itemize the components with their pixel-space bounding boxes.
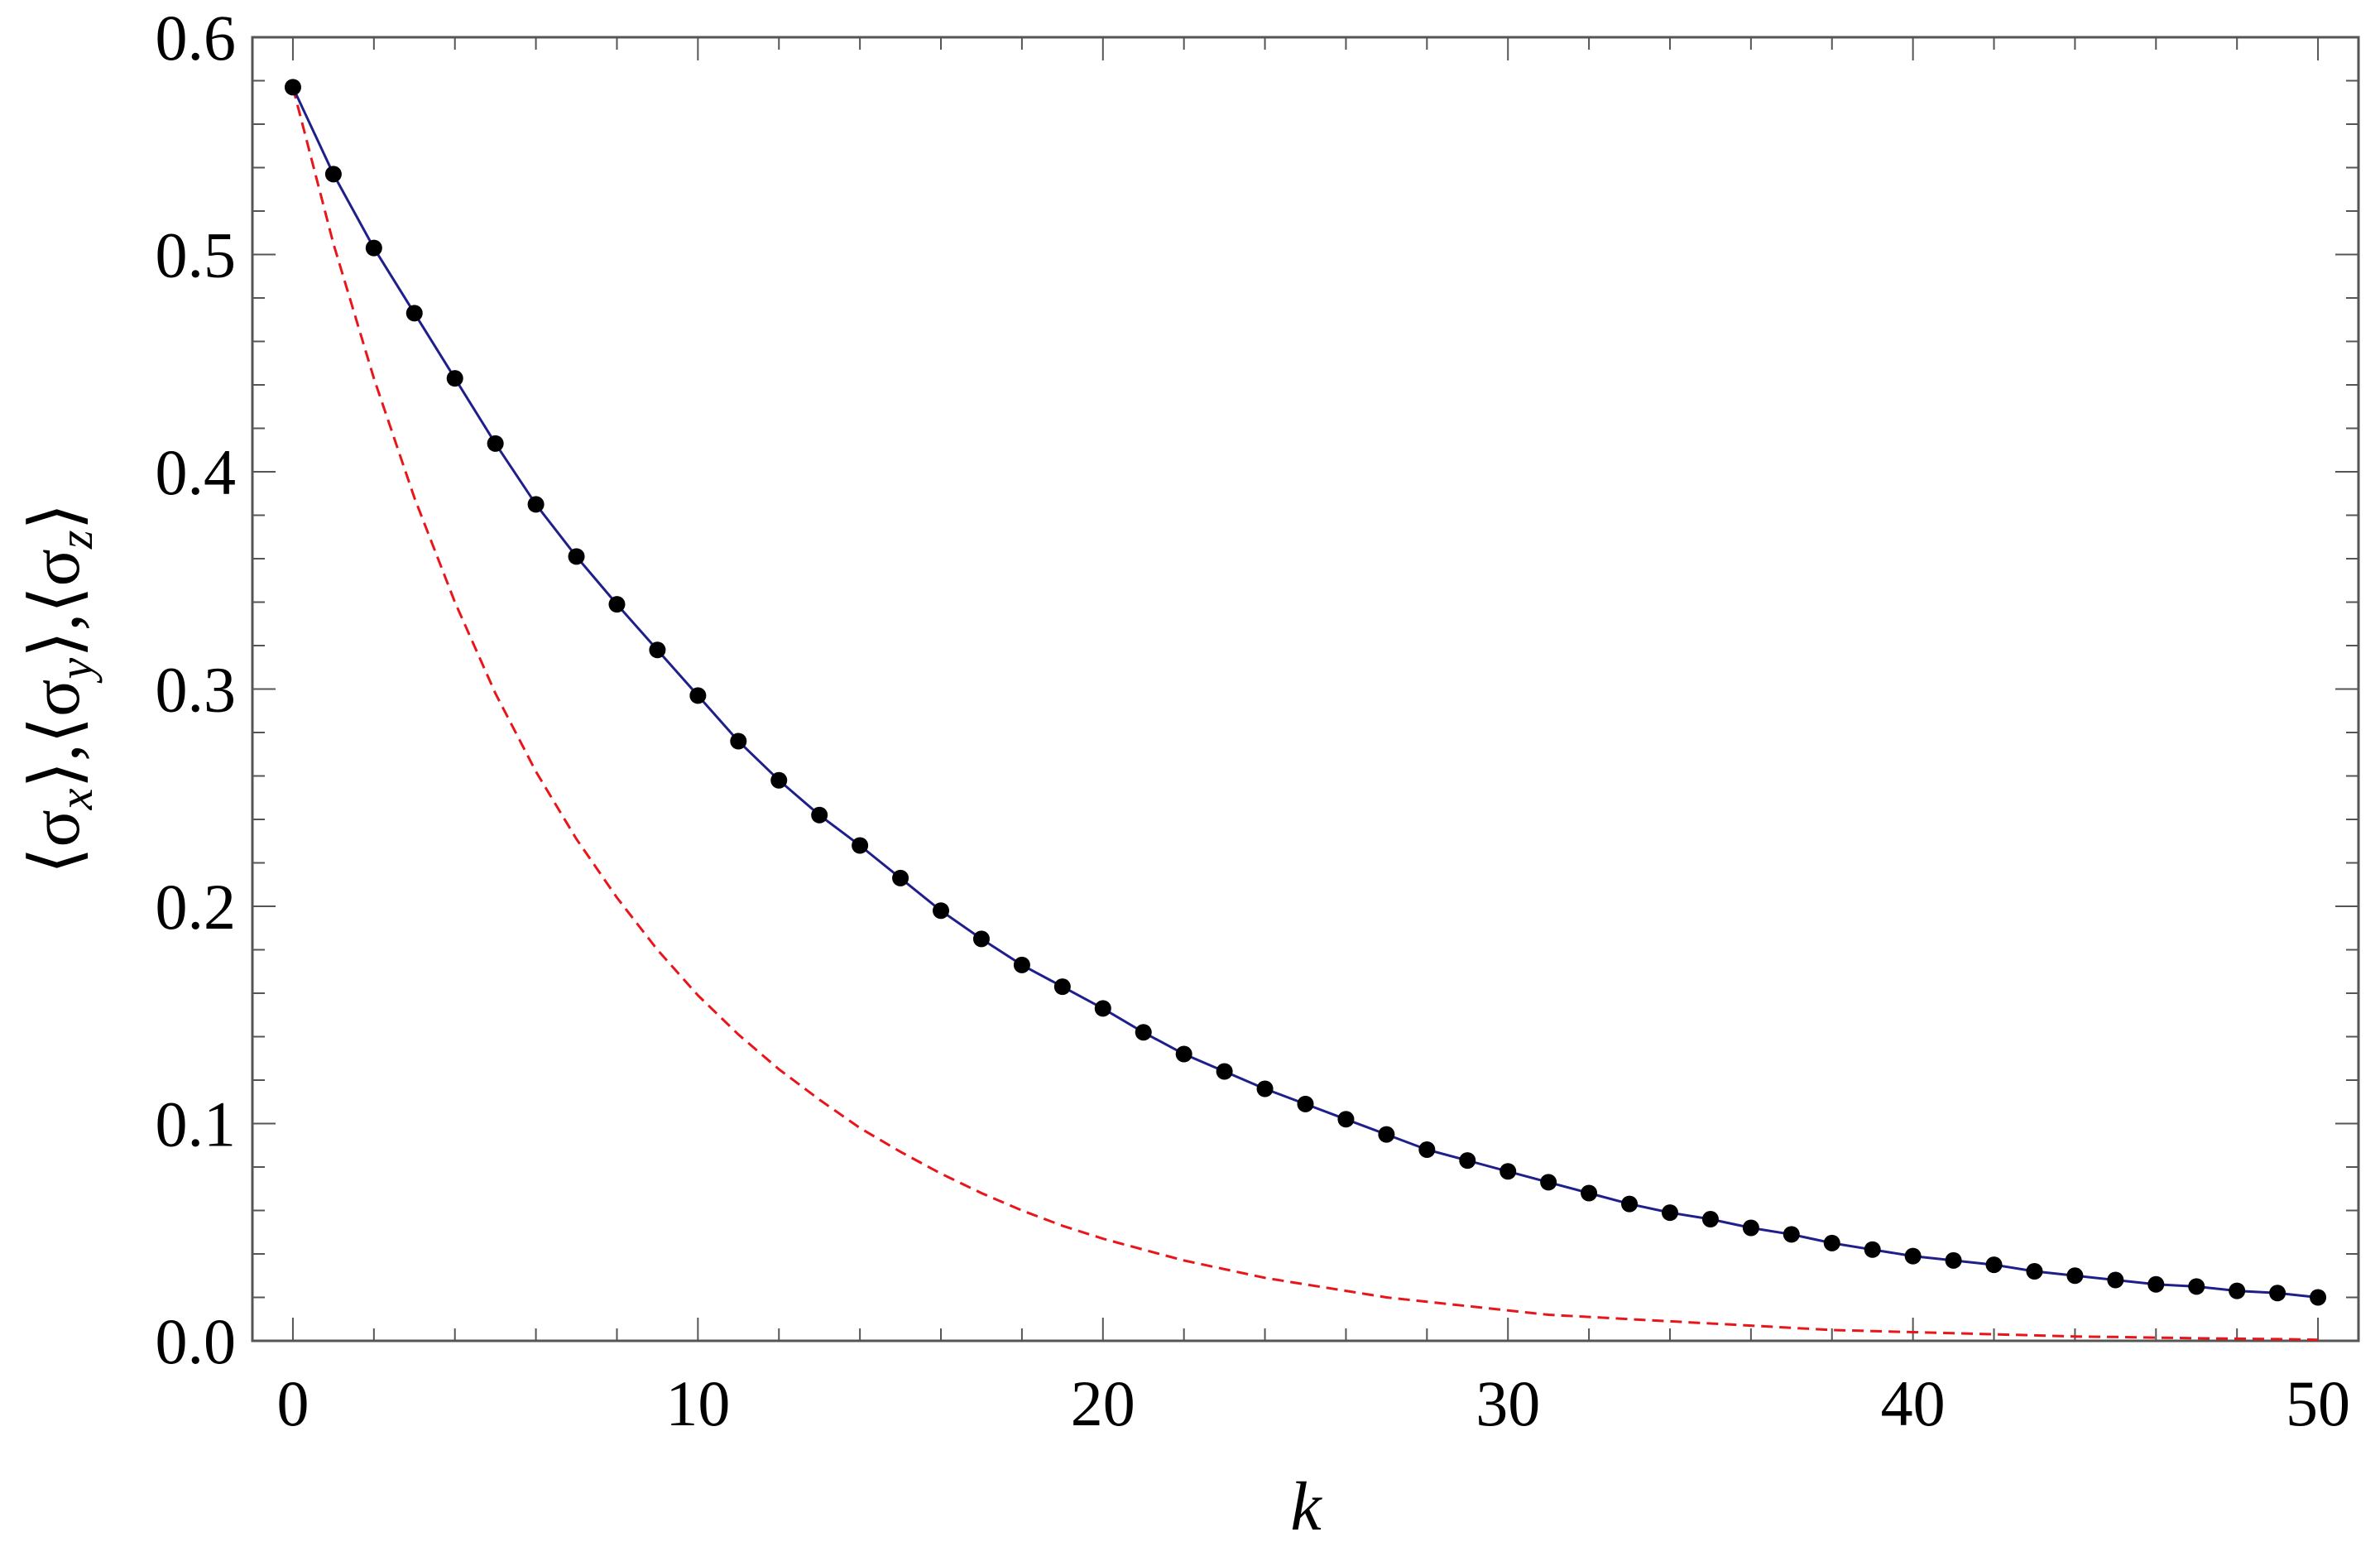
- data-point: [1175, 1045, 1192, 1063]
- data-point: [324, 166, 342, 183]
- y-tick-labels: 0.0 0.1 0.2 0.3 0.4 0.5 0.6: [156, 2, 237, 1377]
- series-line-dashed: [291, 87, 2319, 1342]
- data-point: [1378, 1126, 1395, 1143]
- axis-ticks: [252, 36, 2358, 1342]
- data-point: [365, 239, 382, 257]
- y-axis-title-sub: y: [49, 658, 103, 684]
- data-point: [1945, 1251, 1962, 1269]
- x-tick-label: 50: [2286, 1367, 2350, 1439]
- data-point: [608, 596, 626, 613]
- data-point: [770, 771, 788, 789]
- data-point: [1256, 1080, 1274, 1098]
- x-tick-label: 0: [276, 1367, 309, 1439]
- data-point: [649, 641, 666, 659]
- data-point: [1053, 978, 1071, 996]
- y-tick-label: 0.0: [156, 1305, 237, 1377]
- data-point: [2188, 1278, 2205, 1295]
- data-point: [852, 837, 869, 854]
- x-tick-label: 20: [1071, 1367, 1135, 1439]
- data-point: [972, 930, 990, 948]
- data-point: [1540, 1174, 1557, 1191]
- data-point: [1661, 1204, 1678, 1222]
- data-point: [1013, 956, 1030, 973]
- data-point: [1297, 1095, 1314, 1112]
- y-axis-title-part: ⟨σ: [17, 809, 94, 874]
- plot-frame: [251, 36, 2360, 1342]
- data-point: [1904, 1247, 1922, 1265]
- y-tick-label: 0.5: [156, 219, 237, 291]
- data-point: [1581, 1184, 1598, 1202]
- data-point: [527, 496, 545, 513]
- data-point: [2229, 1282, 2246, 1299]
- data-point: [811, 806, 828, 824]
- x-tick-label: 10: [665, 1367, 730, 1439]
- data-point: [1135, 1024, 1152, 1041]
- data-point: [689, 687, 707, 704]
- y-axis-title: ⟨σx⟩,⟨σy⟩,⟨σz⟩: [17, 503, 103, 875]
- x-tick-label: 40: [1881, 1367, 1946, 1439]
- data-point: [730, 732, 747, 750]
- data-point: [1742, 1219, 1759, 1237]
- data-point: [568, 548, 585, 565]
- x-tick-label: 30: [1476, 1367, 1540, 1439]
- data-point: [2026, 1263, 2043, 1280]
- data-point: [284, 79, 301, 96]
- data-point: [1459, 1152, 1476, 1170]
- y-tick-label: 0.3: [156, 654, 237, 726]
- data-point: [2147, 1275, 2165, 1293]
- data-point: [1216, 1063, 1233, 1080]
- data-point: [487, 435, 504, 452]
- y-axis-title-part: ⟩: [17, 503, 94, 531]
- data-point: [1823, 1234, 1840, 1251]
- data-point: [1337, 1111, 1355, 1128]
- series-layer: [284, 79, 2327, 1342]
- data-point: [2310, 1289, 2327, 1306]
- data-point: [1701, 1211, 1719, 1227]
- y-tick-label: 0.4: [156, 436, 237, 508]
- x-axis-title: k: [1290, 1468, 1322, 1545]
- y-tick-label: 0.1: [156, 1088, 237, 1160]
- data-point: [1783, 1226, 1800, 1243]
- y-axis-title-sub: x: [49, 788, 103, 810]
- data-point: [2107, 1271, 2124, 1289]
- data-point: [446, 370, 463, 387]
- data-point: [1418, 1141, 1436, 1158]
- data-point: [1985, 1256, 2003, 1274]
- data-point: [405, 305, 423, 322]
- y-axis-title-part: ⟩,⟨σ: [17, 549, 94, 658]
- data-point: [1499, 1163, 1517, 1180]
- y-axis-title-part: ⟩,⟨σ: [17, 680, 94, 789]
- data-point: [2269, 1285, 2286, 1302]
- data-point: [933, 902, 950, 920]
- data-point: [1621, 1195, 1639, 1213]
- y-tick-label: 0.2: [156, 871, 237, 943]
- data-point: [1094, 1000, 1111, 1017]
- x-tick-labels: 0 10 20 30 40 50: [276, 1367, 2350, 1439]
- series-line-solid: [291, 86, 2319, 1299]
- y-axis-title-sub: z: [49, 530, 103, 550]
- data-point: [2066, 1267, 2084, 1285]
- data-point: [892, 869, 909, 886]
- y-tick-label: 0.6: [156, 2, 237, 74]
- data-point: [1864, 1241, 1881, 1258]
